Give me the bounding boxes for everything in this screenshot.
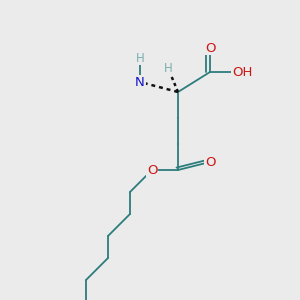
Text: H: H: [136, 52, 144, 64]
Text: OH: OH: [232, 65, 252, 79]
Text: N: N: [135, 76, 145, 88]
Text: O: O: [205, 41, 215, 55]
Text: H: H: [164, 61, 172, 74]
Text: O: O: [205, 155, 215, 169]
Text: O: O: [147, 164, 157, 176]
